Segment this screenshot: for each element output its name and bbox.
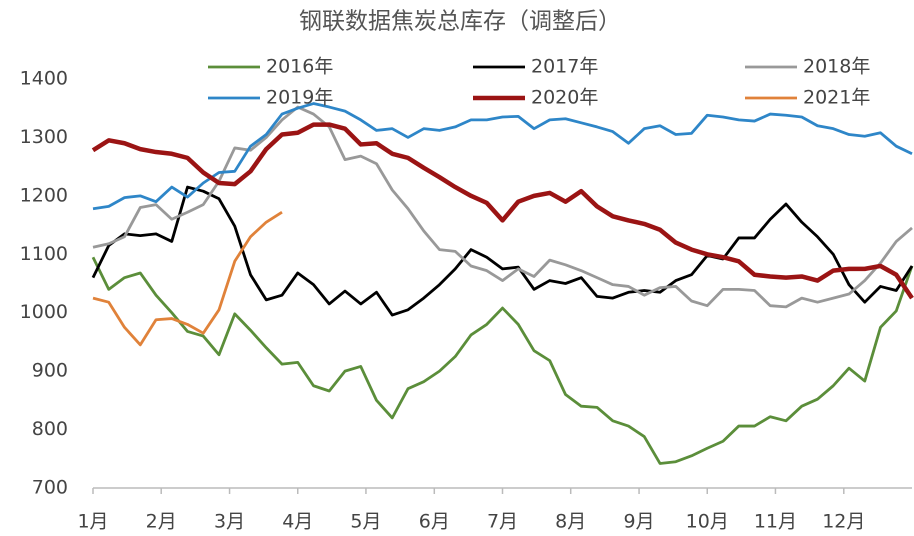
x-tick-label: 11月 — [754, 511, 797, 533]
x-tick-label: 5月 — [350, 511, 381, 533]
x-tick-label: 10月 — [686, 511, 729, 533]
y-tick-label: 1200 — [20, 184, 68, 206]
x-tick-label: 2月 — [146, 511, 177, 533]
chart-title: 钢联数据焦炭总库存（调整后） — [299, 9, 621, 35]
y-tick-label: 1300 — [20, 126, 68, 148]
legend-label: 2017年 — [531, 56, 598, 78]
series-line — [91, 256, 914, 465]
series-line — [92, 105, 913, 309]
legend-label: 2018年 — [803, 56, 870, 78]
x-tick-label: 6月 — [419, 511, 450, 533]
y-tick-label: 700 — [32, 477, 68, 499]
x-tick-label: 8月 — [555, 511, 586, 533]
x-tick-label: 4月 — [282, 511, 313, 533]
x-tick-label: 12月 — [822, 511, 865, 533]
legend-label: 2021年 — [803, 87, 870, 109]
y-tick-label: 900 — [32, 360, 68, 382]
y-tick-label: 1400 — [20, 68, 68, 90]
series-line — [92, 211, 283, 347]
y-tick-label: 1000 — [20, 301, 68, 323]
x-tick-label: 9月 — [624, 511, 655, 533]
series-line — [91, 185, 914, 317]
legend-label: 2019年 — [266, 87, 333, 109]
series-line — [91, 122, 914, 300]
legend-label: 2020年 — [531, 87, 598, 109]
y-tick-label: 1100 — [20, 243, 68, 265]
x-tick-label: 7月 — [487, 511, 518, 533]
series-line — [92, 102, 913, 211]
y-tick-label: 800 — [32, 418, 68, 440]
x-tick-label: 1月 — [77, 511, 108, 533]
x-tick-label: 3月 — [214, 511, 245, 533]
legend-label: 2016年 — [266, 56, 333, 78]
